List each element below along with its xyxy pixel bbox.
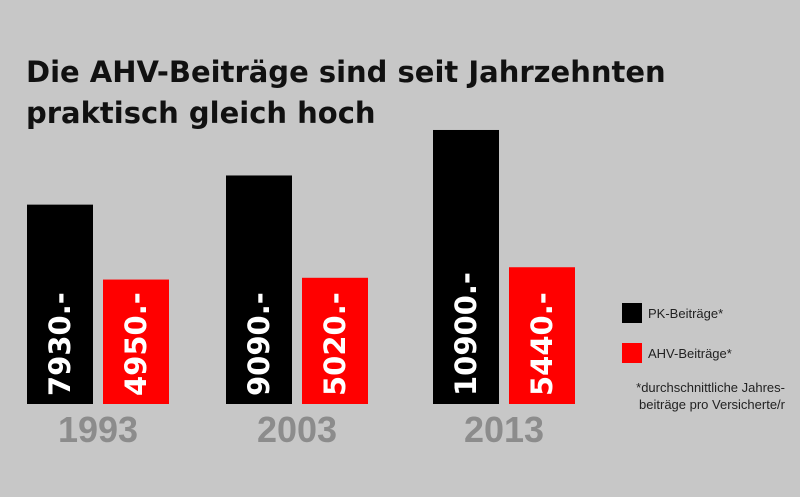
legend-item-ahv: AHV-Beiträge* xyxy=(622,343,797,363)
chart-title: Die AHV-Beiträge sind seit Jahrzehnten p… xyxy=(26,52,766,134)
bar-ahv-1993 xyxy=(103,279,169,404)
legend-swatch-pk xyxy=(622,303,642,323)
x-tick-label-2003: 2003 xyxy=(257,409,337,450)
legend-label-ahv: AHV-Beiträge* xyxy=(648,345,732,361)
legend-item-pk: PK-Beiträge* xyxy=(622,303,797,323)
bar-pk-1993 xyxy=(27,204,93,404)
value-label-ahv-2003: 5020.- xyxy=(318,292,352,396)
value-label-pk-2003: 9090.- xyxy=(242,292,276,396)
value-label-pk-2013: 10900.- xyxy=(449,272,483,396)
x-tick-label-1993: 1993 xyxy=(58,409,138,450)
footnote-line-2: beiträge pro Versicherte/r xyxy=(639,397,785,412)
footnote: *durchschnittliche Jahres- beiträge pro … xyxy=(622,379,785,413)
bar-pk-2003 xyxy=(226,175,292,404)
value-label-ahv-1993: 4950.- xyxy=(119,292,153,396)
chart-title-line-2: praktisch gleich hoch xyxy=(26,96,376,130)
footnote-line-1: *durchschnittliche Jahres- xyxy=(636,380,785,395)
value-label-ahv-2013: 5440.- xyxy=(525,292,559,396)
legend: PK-Beiträge* AHV-Beiträge* *durchschnitt… xyxy=(622,303,797,413)
bar-pk-2013 xyxy=(433,129,499,404)
chart-title-line-1: Die AHV-Beiträge sind seit Jahrzehnten xyxy=(26,55,666,89)
bar-ahv-2013 xyxy=(509,267,575,404)
legend-swatch-ahv xyxy=(622,343,642,363)
value-label-pk-1993: 7930.- xyxy=(43,292,77,396)
x-tick-label-2013: 2013 xyxy=(464,409,544,450)
bar-ahv-2003 xyxy=(302,277,368,404)
legend-label-pk: PK-Beiträge* xyxy=(648,305,724,321)
